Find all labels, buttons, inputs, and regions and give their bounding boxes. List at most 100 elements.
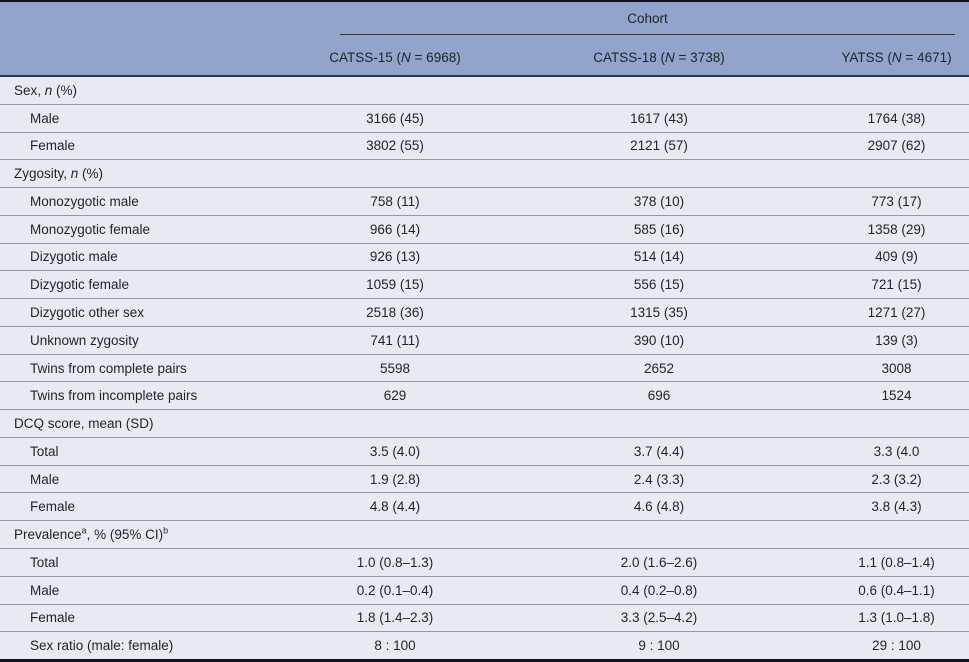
value-cell: 3.3 (2.5–4.2) — [620, 610, 698, 626]
value-cell: 139 (3) — [875, 332, 918, 348]
value-cell: 3166 (45) — [366, 110, 424, 126]
value-cell: 758 (11) — [370, 193, 420, 209]
table-row: Twins from complete pairs 5598 2652 3008 — [0, 353, 969, 382]
table-row: Total 3.5 (4.0) 3.7 (4.4) 3.3 (4.0 — [0, 436, 969, 465]
section-row: Prevalencea, % (95% CI)b — [0, 520, 969, 548]
value-cell: 1.8 (1.4–2.3) — [356, 610, 434, 626]
value-cell: 1.1 (0.8–1.4) — [858, 554, 935, 570]
value-cell: 1271 (27) — [867, 305, 926, 320]
table-row: Female 1.8 (1.4–2.3) 3.3 (2.5–4.2) 1.3 (1.0… — [0, 603, 969, 632]
row-label: Male — [30, 471, 60, 487]
value-cell: 29 : 100 — [872, 638, 921, 654]
value-cell: 0.4 (0.2–0.8) — [620, 582, 698, 598]
value-cell: 9 : 100 — [638, 638, 680, 654]
table-row: Dizygotic other sex 2518 (36) 1315 (35) 127… — [0, 298, 969, 326]
value-cell: 926 (13) — [369, 249, 421, 265]
value-cell: 2.0 (1.6–2.6) — [620, 554, 698, 570]
table-row: Monozygotic male 758 (11) 378 (10) 773 (17) — [0, 187, 969, 215]
column-header-catss-18: CATSS-18 (N = 3738) — [593, 49, 725, 65]
value-cell: 0.6 (0.4–1.1) — [858, 582, 935, 598]
header-empty-cell — [0, 2, 270, 35]
value-cell: 409 (9) — [875, 249, 918, 265]
value-cell: 0.2 (0.1–0.4) — [356, 582, 434, 598]
value-cell: 1617 (43) — [630, 110, 688, 126]
row-label: Sex, n (%) — [14, 82, 78, 98]
table-row: Monozygotic female 966 (14) 585 (16) 1358 (… — [0, 214, 969, 243]
row-label: Female — [30, 138, 76, 154]
value-cell: 5598 — [379, 360, 411, 376]
row-label: Monozygotic female — [30, 221, 151, 237]
value-cell: 2907 (62) — [867, 138, 926, 154]
value-cell: 3.8 (4.3) — [871, 499, 922, 515]
value-cell: 2121 (57) — [630, 138, 688, 154]
cohort-span-header: Cohort — [340, 2, 955, 35]
row-label: Dizygotic male — [30, 249, 118, 265]
row-label: DCQ score, mean (SD) — [14, 416, 154, 432]
value-cell: 2.3 (3.2) — [871, 471, 922, 487]
section-row: DCQ score, mean (SD) — [0, 409, 969, 437]
value-cell: 1.9 (2.8) — [369, 471, 421, 487]
value-cell: 1059 (15) — [366, 277, 424, 293]
table-row: Unknown zygosity 741 (11) 390 (10) 139 (3) — [0, 325, 969, 354]
row-label: Female — [30, 499, 76, 515]
value-cell: 629 — [383, 388, 407, 404]
value-cell: 8 : 100 — [374, 638, 416, 654]
table-row: Male 3166 (45) 1617 (43) 1764 (38) — [0, 103, 969, 132]
cohort-label: Cohort — [627, 11, 668, 26]
value-cell: 390 (10) — [633, 332, 685, 348]
row-label: Monozygotic male — [30, 193, 139, 209]
value-cell: 3.3 (4.0 — [873, 443, 920, 459]
row-label: Dizygotic female — [30, 277, 130, 293]
table-row: Dizygotic male 926 (13) 514 (14) 409 (9) — [0, 242, 969, 271]
table-body: Sex, n (%) Male 3166 (45) 1617 (43) 1764 (38… — [0, 77, 969, 659]
value-cell: 1524 — [881, 388, 912, 404]
value-cell: 556 (15) — [633, 277, 685, 293]
value-cell: 3.5 (4.0) — [369, 443, 421, 459]
table-row: Female 3802 (55) 2121 (57) 2907 (62) — [0, 131, 969, 160]
row-label: Sex ratio (male: female) — [30, 638, 174, 654]
table-row: Sex ratio (male: female) 8 : 100 9 : 100 29… — [0, 631, 969, 659]
column-headers: CATSS-15 (N = 6968) CATSS-18 (N = 3738) YA… — [0, 35, 969, 75]
value-cell: 1764 (38) — [867, 110, 926, 126]
value-cell: 1358 (29) — [867, 221, 926, 237]
table-row: Dizygotic female 1059 (15) 556 (15) 721 (15… — [0, 270, 969, 298]
value-cell: 966 (14) — [369, 221, 421, 237]
value-cell: 696 — [647, 388, 671, 404]
row-label: Zygosity, n (%) — [14, 166, 104, 182]
cohort-span-row: Cohort — [0, 2, 969, 35]
value-cell: 4.6 (4.8) — [633, 499, 685, 515]
value-cell: 514 (14) — [633, 249, 685, 265]
value-cell: 4.8 (4.4) — [369, 499, 421, 515]
row-label: Male — [30, 110, 60, 126]
row-label: Dizygotic other sex — [30, 305, 145, 320]
row-label: Total — [30, 443, 59, 459]
value-cell: 721 (15) — [871, 277, 922, 293]
column-header-yatss: YATSS (N = 4671) — [841, 49, 952, 65]
value-cell: 3.7 (4.4) — [633, 443, 685, 459]
table-row: Female 4.8 (4.4) 4.6 (4.8) 3.8 (4.3) — [0, 492, 969, 520]
row-label: Twins from incomplete pairs — [30, 388, 198, 404]
value-cell: 2.4 (3.3) — [633, 471, 685, 487]
section-row: Sex, n (%) — [0, 77, 969, 104]
section-row: Zygosity, n (%) — [0, 159, 969, 187]
table-row: Male 1.9 (2.8) 2.4 (3.3) 2.3 (3.2) — [0, 464, 969, 493]
row-label: Prevalencea, % (95% CI)b — [14, 525, 169, 543]
table-row: Twins from incomplete pairs 629 696 1524 — [0, 381, 969, 409]
row-label: Male — [30, 582, 60, 598]
value-cell: 2518 (36) — [366, 305, 424, 320]
value-cell: 1.3 (1.0–1.8) — [858, 610, 935, 626]
column-header-catss-15: CATSS-15 (N = 6968) — [329, 49, 461, 65]
value-cell: 1315 (35) — [630, 305, 688, 320]
value-cell: 585 (16) — [633, 221, 685, 237]
table-header: Cohort CATSS-15 (N = 6968) CATSS-18 (N = … — [0, 2, 969, 77]
value-cell: 378 (10) — [633, 193, 685, 209]
row-label: Unknown zygosity — [30, 332, 139, 348]
value-cell: 1.0 (0.8–1.3) — [356, 554, 434, 570]
table-row: Male 0.2 (0.1–0.4) 0.4 (0.2–0.8) 0.6 (0.4–1… — [0, 575, 969, 604]
value-cell: 3802 (55) — [366, 138, 424, 154]
value-cell: 3008 — [881, 360, 912, 376]
row-label: Female — [30, 610, 76, 626]
row-label: Twins from complete pairs — [30, 360, 187, 376]
table-row: Total 1.0 (0.8–1.3) 2.0 (1.6–2.6) 1.1 (0.8–… — [0, 548, 969, 576]
